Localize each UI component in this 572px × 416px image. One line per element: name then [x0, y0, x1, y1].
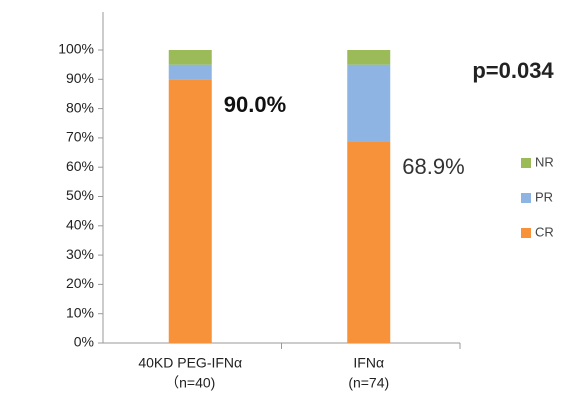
y-tick-label: 20%	[66, 275, 94, 291]
bar-segment	[168, 79, 212, 344]
x-tick-label: 40KD PEG-IFNα	[138, 355, 242, 371]
y-tick-label: 80%	[66, 99, 94, 115]
y-tick-label: 50%	[66, 187, 94, 203]
value-label: 68.9%	[402, 154, 464, 179]
y-tick-label: 100%	[58, 41, 94, 57]
x-tick-label: （n=40)	[165, 375, 215, 391]
legend-swatch	[521, 228, 531, 238]
legend-swatch	[521, 193, 531, 203]
bar-segment	[347, 64, 391, 142]
x-tick-label: IFNα	[353, 355, 384, 371]
bar-segment	[168, 64, 212, 80]
y-tick-label: 0%	[74, 334, 94, 350]
y-tick-label: 70%	[66, 129, 94, 145]
p-value: p=0.034	[472, 58, 554, 83]
bar-segment	[168, 50, 212, 65]
y-tick-label: 30%	[66, 246, 94, 262]
legend-label: NR	[535, 154, 554, 169]
y-tick-label: 40%	[66, 217, 94, 233]
legend-label: CR	[535, 224, 554, 239]
x-tick-label: (n=74)	[348, 375, 389, 391]
bar-segment	[347, 50, 391, 65]
y-tick-label: 60%	[66, 158, 94, 174]
bar-segment	[347, 141, 391, 343]
value-label: 90.0%	[224, 92, 286, 117]
y-tick-label: 90%	[66, 70, 94, 86]
y-tick-label: 10%	[66, 304, 94, 320]
legend-swatch	[521, 158, 531, 168]
legend-label: PR	[535, 189, 553, 204]
